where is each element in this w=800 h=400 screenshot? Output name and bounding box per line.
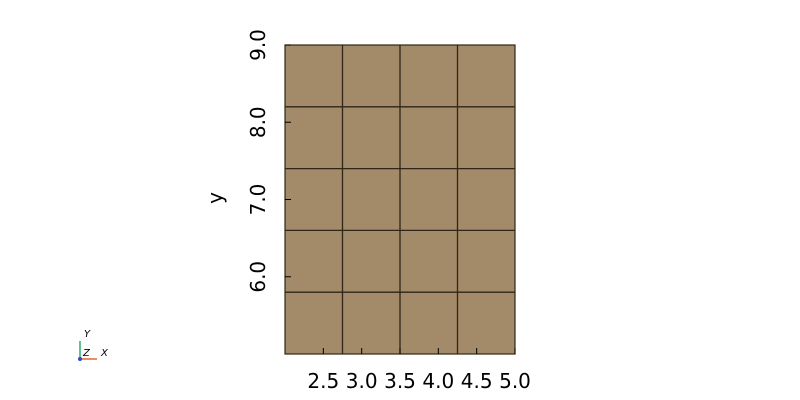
x-tick-label: 4.5 bbox=[461, 369, 493, 393]
mesh-cell bbox=[400, 230, 458, 293]
mesh-cell bbox=[457, 45, 515, 107]
mesh-cell bbox=[285, 106, 343, 169]
mesh-cells bbox=[285, 45, 515, 354]
mesh-cell bbox=[342, 292, 400, 354]
triad-x-label: X bbox=[100, 348, 109, 359]
mesh-cell bbox=[457, 292, 515, 354]
mesh-cell bbox=[400, 292, 458, 354]
x-tick-label: 4.0 bbox=[422, 369, 454, 393]
mesh-cell bbox=[457, 168, 515, 231]
mesh-cell bbox=[342, 168, 400, 231]
mesh-grid-lines bbox=[285, 45, 515, 354]
mesh-cell bbox=[285, 168, 343, 231]
triad-y-label: Y bbox=[84, 329, 91, 340]
mesh-cell bbox=[342, 106, 400, 169]
mesh-cell bbox=[285, 45, 343, 107]
triad-z-label: Z bbox=[82, 348, 91, 359]
x-axis-ticks: 2.5 3.0 3.5 4.0 4.5 5.0 bbox=[307, 348, 531, 393]
y-tick-label: 7.0 bbox=[246, 184, 270, 216]
y-tick-label: 9.0 bbox=[246, 29, 270, 61]
x-tick-label: 3.0 bbox=[346, 369, 378, 393]
y-tick-label: 8.0 bbox=[246, 106, 270, 138]
orientation-axes-widget: Y X Z bbox=[78, 329, 109, 361]
y-axis-ticks: 6.0 7.0 8.0 9.0 bbox=[246, 29, 291, 293]
y-axis-label: y bbox=[203, 192, 227, 204]
mesh-cell bbox=[457, 230, 515, 293]
mesh-cell bbox=[342, 45, 400, 107]
x-tick-label: 3.5 bbox=[384, 369, 416, 393]
mesh-cell bbox=[400, 45, 458, 107]
triad-z-axis-dot bbox=[78, 357, 82, 361]
mesh-cell bbox=[285, 292, 343, 354]
mesh-cell bbox=[457, 106, 515, 169]
mesh-cell bbox=[285, 230, 343, 293]
mesh-cell bbox=[342, 230, 400, 293]
x-tick-label: 5.0 bbox=[499, 369, 531, 393]
mesh-cell bbox=[400, 168, 458, 231]
y-tick-label: 6.0 bbox=[246, 261, 270, 293]
x-tick-label: 2.5 bbox=[307, 369, 339, 393]
mesh-cell bbox=[400, 106, 458, 169]
